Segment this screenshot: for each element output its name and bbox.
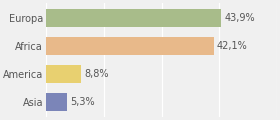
Text: 43,9%: 43,9% — [224, 13, 255, 23]
Text: 5,3%: 5,3% — [70, 97, 95, 107]
Text: 42,1%: 42,1% — [217, 41, 248, 51]
Bar — [46, 93, 67, 111]
Text: 8,8%: 8,8% — [84, 69, 109, 79]
Bar — [46, 9, 221, 27]
Bar — [46, 37, 214, 55]
Bar — [46, 65, 81, 83]
